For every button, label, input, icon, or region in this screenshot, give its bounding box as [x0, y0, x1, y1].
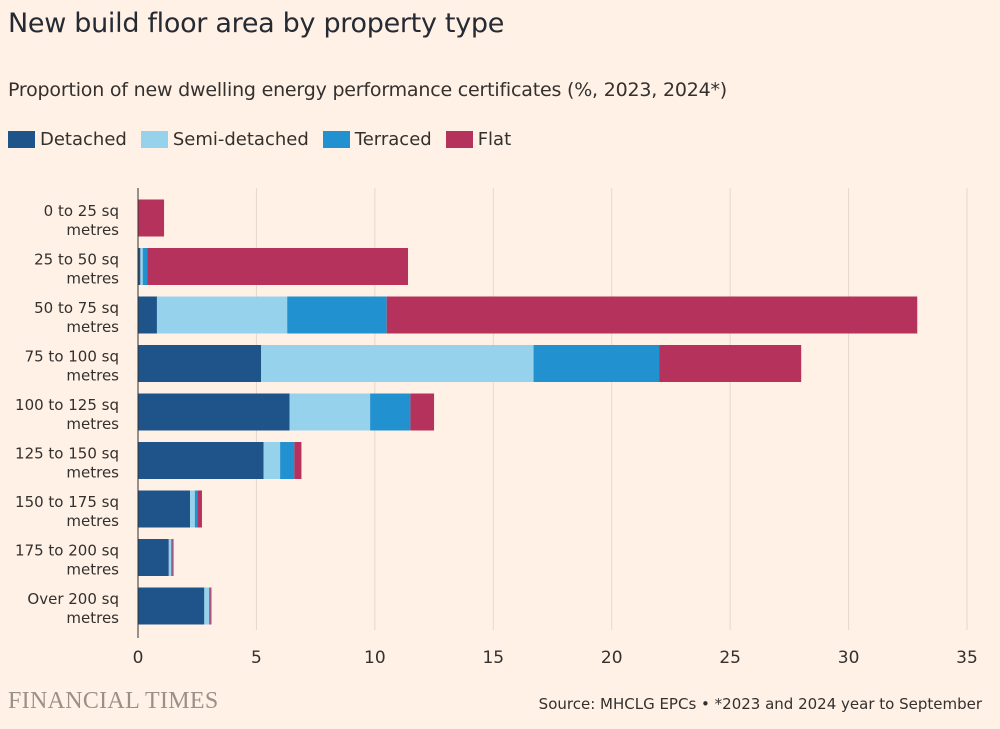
- legend-item-detached: Detached: [8, 129, 127, 150]
- bar-segment: [156, 296, 288, 334]
- chart-title: New build floor area by property type: [8, 8, 505, 39]
- bar-segment: [142, 248, 148, 285]
- bar-segment: [194, 490, 198, 528]
- category-label: Over 200 sq metres: [27, 590, 119, 627]
- legend-label-detached: Detached: [40, 129, 127, 150]
- category-label: 25 to 50 sq metres: [34, 251, 119, 288]
- bar-segment: [147, 248, 409, 285]
- legend-item-flat: Flat: [445, 129, 512, 150]
- bar-segment: [370, 393, 411, 431]
- legend: Detached Semi-detached Terraced Flat: [8, 129, 525, 150]
- bar-segment: [138, 199, 165, 237]
- bar-segment: [294, 442, 302, 479]
- bar-segment: [138, 393, 290, 431]
- bar-segment: [190, 490, 195, 528]
- bar-segment: [533, 345, 660, 382]
- legend-swatch-flat: [445, 131, 473, 148]
- bar-segment: [204, 587, 210, 625]
- bar-segment: [410, 393, 435, 431]
- legend-swatch-terraced: [322, 131, 350, 148]
- bar-segment: [261, 345, 534, 382]
- bar-segment: [287, 296, 387, 334]
- x-tick-label: 30: [838, 648, 860, 668]
- category-label: 50 to 75 sq metres: [34, 299, 119, 336]
- legend-label-flat: Flat: [477, 129, 512, 150]
- bar-segment: [138, 587, 205, 625]
- x-tick-label: 5: [251, 648, 262, 668]
- category-label: 175 to 200 sq metres: [15, 542, 119, 579]
- bar-segment: [263, 442, 281, 479]
- bar-segment: [172, 539, 174, 576]
- category-label: 150 to 175 sq metres: [15, 493, 119, 530]
- legend-swatch-detached: [8, 131, 35, 148]
- bar-segment: [168, 539, 172, 576]
- bar-segment: [386, 296, 918, 334]
- x-tick-label: 25: [719, 648, 741, 668]
- x-tick-label: 15: [482, 648, 504, 668]
- legend-label-semi-detached: Semi-detached: [172, 129, 309, 150]
- category-label: 0 to 25 sq metres: [44, 202, 120, 239]
- bar-segment: [210, 587, 212, 625]
- category-label: 100 to 125 sq metres: [15, 396, 119, 433]
- bar-segment: [138, 296, 157, 334]
- chart-subtitle: Proportion of new dwelling energy perfor…: [8, 79, 728, 101]
- bar-segment: [140, 248, 143, 285]
- legend-label-terraced: Terraced: [354, 129, 432, 150]
- source-note: Source: MHCLG EPCs • *2023 and 2024 year…: [538, 695, 982, 713]
- category-label: 75 to 100 sq metres: [25, 348, 120, 385]
- legend-item-semi-detached: Semi-detached: [140, 129, 309, 150]
- x-tick-label: 20: [601, 648, 623, 668]
- bar-segment: [138, 490, 191, 528]
- brand-logo: FINANCIAL TIMES: [8, 688, 219, 714]
- bar-segment: [138, 248, 141, 285]
- x-tick-label: 10: [364, 648, 386, 668]
- legend-swatch-semi-detached: [140, 131, 168, 148]
- bar-segment: [138, 539, 169, 576]
- bar-segment: [280, 442, 295, 479]
- category-label: 125 to 150 sq metres: [15, 445, 119, 482]
- x-tick-label: 0: [133, 648, 144, 668]
- bar-segment: [289, 393, 371, 431]
- bar-segment: [138, 345, 262, 382]
- bar-segment: [659, 345, 802, 382]
- legend-item-terraced: Terraced: [322, 129, 432, 150]
- bar-segment: [209, 587, 211, 625]
- bar-segment: [197, 490, 202, 528]
- bar-segment: [171, 539, 173, 576]
- x-tick-label: 35: [956, 648, 978, 668]
- bar-segment: [138, 442, 264, 479]
